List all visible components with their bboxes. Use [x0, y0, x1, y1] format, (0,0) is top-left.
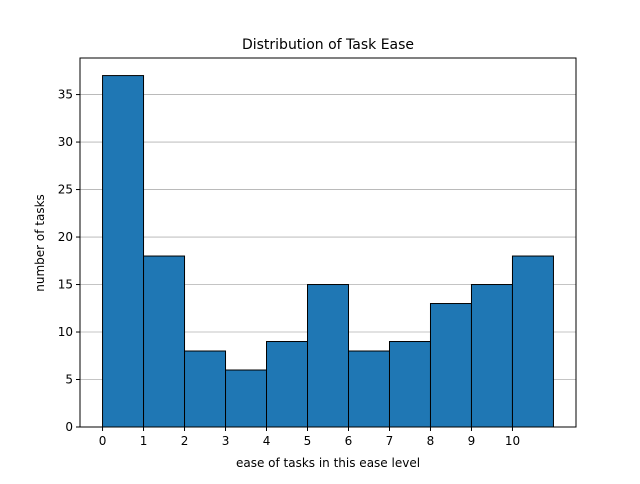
- x-tick-label: 5: [304, 434, 312, 448]
- histogram-bar: [429, 303, 472, 428]
- y-tick-label: 0: [65, 420, 73, 434]
- histogram-bar: [225, 369, 268, 428]
- y-axis-label: number of tasks: [33, 194, 47, 292]
- x-tick-label: 9: [468, 434, 476, 448]
- y-tick-label: 10: [58, 325, 73, 339]
- x-tick-label: 1: [140, 434, 148, 448]
- histogram-bar: [470, 284, 513, 428]
- y-tick-label: 20: [58, 230, 73, 244]
- x-tick-label: 3: [222, 434, 230, 448]
- histogram-bar: [511, 255, 554, 428]
- histogram-bar: [184, 350, 227, 428]
- bars: [102, 75, 554, 428]
- x-tick-label: 6: [345, 434, 353, 448]
- histogram-bar: [388, 341, 431, 428]
- x-tick-label: 2: [181, 434, 189, 448]
- histogram-bar: [347, 350, 390, 428]
- x-axis-ticks: 0 1 2 3 4 5 6 7 8 9 10: [99, 427, 520, 448]
- chart-title: Distribution of Task Ease: [242, 37, 414, 53]
- y-tick-label: 25: [58, 183, 73, 197]
- x-tick-label: 0: [99, 434, 107, 448]
- histogram-bar: [102, 75, 145, 428]
- y-tick-label: 5: [65, 373, 73, 387]
- y-tick-label: 15: [58, 278, 73, 292]
- y-axis-ticks: 0 5 10 15 20 25 30 35: [58, 88, 80, 434]
- histogram-bar: [143, 255, 186, 428]
- x-tick-label: 10: [505, 434, 520, 448]
- y-tick-label: 30: [58, 135, 73, 149]
- histogram-bar: [266, 341, 309, 428]
- y-tick-label: 35: [58, 88, 73, 102]
- x-tick-label: 4: [263, 434, 271, 448]
- histogram-bar: [307, 284, 349, 428]
- x-tick-label: 8: [427, 434, 435, 448]
- x-tick-label: 7: [386, 434, 394, 448]
- plot-frame: [79, 57, 577, 428]
- x-axis-label: ease of tasks in this ease level: [236, 456, 420, 470]
